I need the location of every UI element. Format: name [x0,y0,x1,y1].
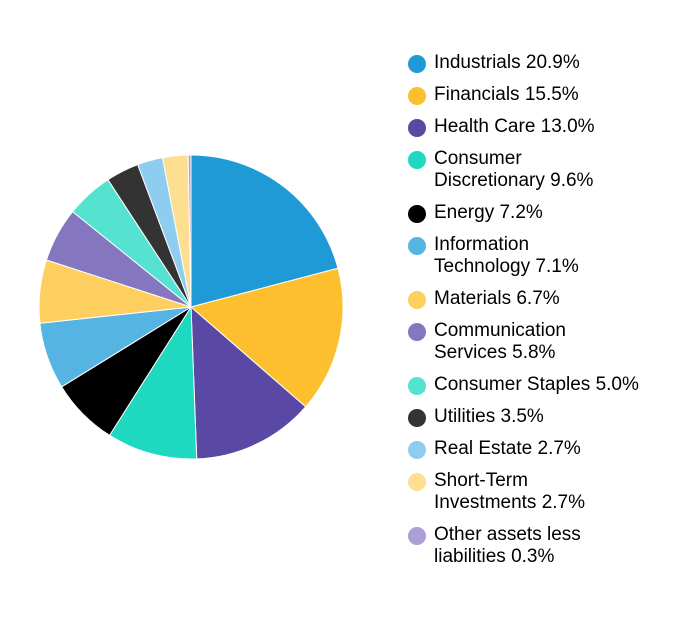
legend-swatch [408,377,426,395]
legend-item-materials: Materials 6.7% [408,288,688,310]
legend-swatch [408,473,426,491]
legend-label: Financials 15.5% [434,84,579,105]
legend-item-financials: Financials 15.5% [408,84,688,106]
legend-swatch [408,527,426,545]
legend-item-short-term-investments: Short-Term Investments 2.7% [408,470,688,514]
pie-slice-industrials [190,154,339,308]
legend-item-industrials: Industrials 20.9% [408,52,688,74]
pie-slice-consumer-discretionary [109,306,198,460]
legend-label: Utilities 3.5% [434,406,544,427]
legend-item-real-estate: Real Estate 2.7% [408,438,688,460]
legend-item-utilities: Utilities 3.5% [408,406,688,428]
legend-label: Communication Services 5.8% [434,320,566,363]
pie-slice-other-assets-less-liabilities [187,154,192,308]
legend-item-energy: Energy 7.2% [408,202,688,224]
legend-label: Consumer Staples 5.0% [434,374,639,395]
legend-item-communication-services: Communication Services 5.8% [408,320,688,364]
pie-slice-financials [190,267,344,408]
pie-slice-health-care [190,306,307,460]
legend-label: Industrials 20.9% [434,52,580,73]
legend-item-other-assets-less-liabilities: Other assets less liabilities 0.3% [408,524,688,568]
legend-swatch [408,323,426,341]
legend-swatch [408,291,426,309]
legend-label: Materials 6.7% [434,288,560,309]
legend-swatch [408,237,426,255]
legend-swatch [408,87,426,105]
legend-swatch [408,151,426,169]
legend-label: Short-Term Investments 2.7% [434,470,586,513]
legend-label: Real Estate 2.7% [434,438,581,459]
legend-item-consumer-staples: Consumer Staples 5.0% [408,374,688,396]
legend-swatch [408,205,426,223]
legend-item-health-care: Health Care 13.0% [408,116,688,138]
legend-label: Other assets less liabilities 0.3% [434,524,581,567]
legend-label: Consumer Discretionary 9.6% [434,148,594,191]
legend-swatch [408,441,426,459]
legend-label: Energy 7.2% [434,202,543,223]
legend-item-information-technology: Information Technology 7.1% [408,234,688,278]
legend-item-consumer-discretionary: Consumer Discretionary 9.6% [408,148,688,192]
legend-swatch [408,409,426,427]
legend-label: Information Technology 7.1% [434,234,579,277]
chart-legend: Industrials 20.9% Financials 15.5% Health … [408,52,688,578]
legend-swatch [408,55,426,73]
legend-label: Health Care 13.0% [434,116,595,137]
legend-swatch [408,119,426,137]
